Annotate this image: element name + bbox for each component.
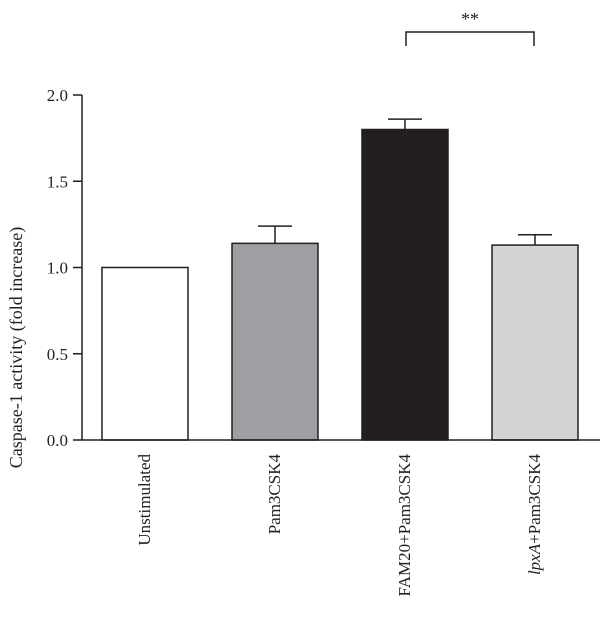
x-tick-label: lpxA+Pam3CSK4	[525, 454, 544, 576]
bar-0	[101, 266, 189, 441]
x-tick-label-text: +Pam3CSK4	[525, 454, 544, 544]
bar-2	[361, 128, 449, 441]
bar-3	[491, 244, 579, 441]
x-tick-label: Unstimulated	[135, 454, 154, 546]
x-tick-label-text: FAM20+Pam3CSK4	[395, 454, 414, 597]
y-tick-label: 1.0	[47, 259, 68, 278]
x-tick-label: FAM20+Pam3CSK4	[395, 454, 414, 597]
x-tick-label-italic: lpxA	[525, 543, 544, 575]
y-tick-label: 2.0	[47, 86, 68, 105]
y-tick-label: 0.0	[47, 431, 68, 450]
plot-area: 0.0 0.5 1.0 1.5 2.0 Caspase-1 activity (fold …	[6, 9, 600, 596]
significance-bracket	[405, 31, 535, 46]
y-tick-label: 1.5	[47, 172, 68, 191]
x-tick-label-text: Unstimulated	[135, 454, 154, 546]
significance-label: **	[461, 9, 479, 29]
y-tick-label: 0.5	[47, 345, 68, 364]
x-tick-label-text: Pam3CSK4	[265, 454, 284, 535]
bar-1	[231, 242, 319, 441]
x-tick-label: Pam3CSK4	[265, 454, 284, 535]
y-axis-label: Caspase-1 activity (fold increase)	[6, 227, 27, 468]
